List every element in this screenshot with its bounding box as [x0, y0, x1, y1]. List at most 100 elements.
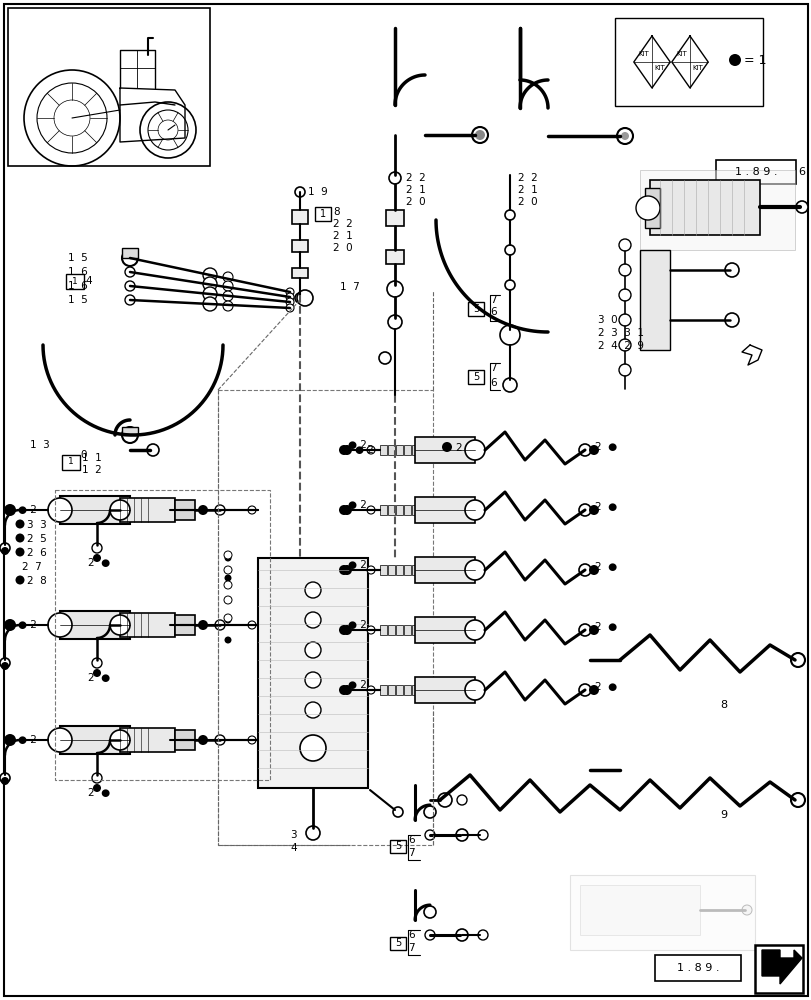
Circle shape: [728, 54, 740, 66]
Bar: [120, 613, 175, 637]
Text: ● 2: ● 2: [348, 440, 367, 450]
Text: 2  0: 2 0: [333, 243, 352, 253]
Text: 8: 8: [333, 207, 339, 217]
Bar: [122, 427, 138, 435]
Circle shape: [500, 325, 519, 345]
Text: KIT: KIT: [692, 65, 702, 71]
Circle shape: [247, 736, 255, 744]
Circle shape: [465, 440, 484, 460]
Bar: [158, 620, 165, 630]
Bar: [130, 615, 145, 635]
Text: 7: 7: [489, 295, 496, 305]
Circle shape: [465, 560, 484, 580]
Text: 2  7: 2 7: [22, 562, 41, 572]
Bar: [404, 445, 410, 455]
Bar: [411, 565, 418, 575]
Circle shape: [465, 680, 484, 700]
Bar: [120, 728, 175, 752]
Circle shape: [125, 295, 135, 305]
Text: 7: 7: [489, 363, 496, 373]
Text: 1  1: 1 1: [82, 453, 101, 463]
Text: 2  2: 2 2: [517, 173, 537, 183]
Bar: [388, 565, 394, 575]
Text: 2  ●: 2 ●: [594, 502, 616, 512]
Circle shape: [215, 505, 225, 515]
Bar: [380, 505, 387, 515]
Circle shape: [224, 614, 232, 622]
Circle shape: [588, 505, 599, 515]
Text: 2  0: 2 0: [517, 197, 537, 207]
Bar: [217, 390, 432, 845]
Circle shape: [341, 505, 351, 515]
Circle shape: [367, 566, 375, 574]
Text: 9: 9: [719, 810, 726, 820]
Circle shape: [203, 297, 217, 311]
Circle shape: [305, 642, 320, 658]
Bar: [396, 685, 402, 695]
Circle shape: [125, 267, 135, 277]
Bar: [414, 437, 474, 463]
Circle shape: [223, 291, 233, 301]
Circle shape: [618, 314, 630, 326]
Bar: [175, 500, 195, 520]
Bar: [579, 885, 699, 935]
Bar: [8, 8, 210, 166]
Text: 3  3: 3 3: [27, 520, 47, 530]
Circle shape: [338, 565, 349, 575]
Text: 2  8: 2 8: [27, 576, 47, 586]
Circle shape: [223, 272, 233, 282]
Bar: [467, 302, 483, 316]
Text: 5: 5: [394, 938, 401, 948]
Text: 2  1: 2 1: [517, 185, 537, 195]
Text: 2  ●: 2 ●: [594, 622, 616, 632]
Text: 6: 6: [797, 167, 804, 177]
Bar: [134, 620, 141, 630]
Text: KIT: KIT: [637, 51, 649, 57]
Circle shape: [338, 625, 349, 635]
Circle shape: [147, 444, 159, 456]
Circle shape: [338, 505, 349, 515]
Circle shape: [724, 263, 738, 277]
Circle shape: [338, 445, 349, 455]
Circle shape: [306, 826, 320, 840]
Bar: [175, 730, 195, 750]
Bar: [404, 505, 410, 515]
Circle shape: [456, 829, 467, 841]
Bar: [388, 625, 394, 635]
Bar: [158, 505, 165, 515]
Circle shape: [1, 662, 9, 670]
Text: 1  3: 1 3: [30, 440, 49, 450]
Text: 2  1: 2 1: [406, 185, 425, 195]
Text: 6: 6: [489, 307, 496, 317]
Circle shape: [48, 613, 72, 637]
Circle shape: [4, 734, 16, 746]
Circle shape: [224, 574, 231, 582]
Circle shape: [620, 132, 629, 140]
Bar: [142, 505, 148, 515]
Bar: [380, 445, 387, 455]
Circle shape: [92, 773, 102, 783]
Text: 1: 1: [72, 276, 78, 286]
Circle shape: [478, 830, 487, 840]
Circle shape: [15, 576, 24, 584]
Text: 2  ●: 2 ●: [594, 682, 616, 692]
Circle shape: [224, 566, 232, 574]
Bar: [404, 685, 410, 695]
Bar: [62, 455, 80, 470]
Text: 2  2: 2 2: [333, 219, 352, 229]
Bar: [404, 565, 410, 575]
Bar: [389, 840, 406, 853]
Text: 2  4  2  9: 2 4 2 9: [597, 341, 643, 351]
Circle shape: [224, 581, 232, 589]
Circle shape: [437, 793, 452, 807]
Text: 4: 4: [85, 276, 92, 286]
Circle shape: [478, 930, 487, 940]
Text: 0: 0: [80, 450, 87, 460]
Circle shape: [724, 313, 738, 327]
Circle shape: [578, 684, 590, 696]
Text: 2  ●: 2 ●: [594, 562, 616, 572]
Circle shape: [247, 506, 255, 514]
Text: ● 2: ● 2: [348, 500, 367, 510]
Circle shape: [504, 280, 514, 290]
Circle shape: [285, 288, 294, 296]
